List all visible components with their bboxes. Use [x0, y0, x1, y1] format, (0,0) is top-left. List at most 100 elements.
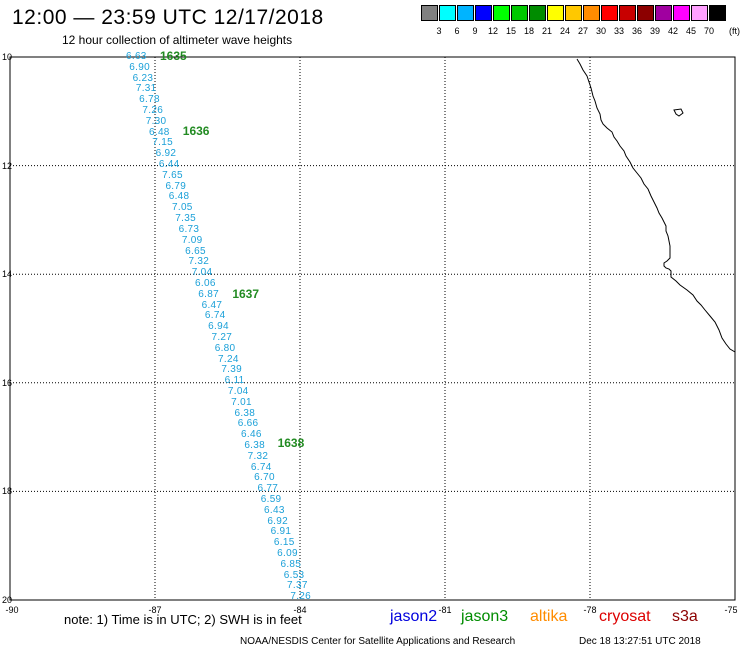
wave-height-value: 6.47 — [201, 299, 223, 311]
legend-label: 27 — [577, 26, 589, 36]
wave-height-value: 6.79 — [165, 180, 187, 192]
wave-height-value: 6.15 — [273, 537, 295, 549]
legend-swatch — [547, 5, 564, 21]
latitude-label: 10 — [2, 52, 13, 62]
map-subtitle: 12 hour collection of altimeter wave hei… — [62, 33, 293, 47]
legend-swatch — [601, 5, 618, 21]
footer-note: note: 1) Time is in UTC; 2) SWH is in fe… — [64, 612, 302, 627]
latitude-label: 20 — [2, 595, 13, 605]
wave-height-value: 6.59 — [260, 494, 282, 506]
longitude-label: -84 — [293, 605, 307, 615]
wave-height-value: 6.44 — [158, 159, 180, 171]
legend-label: 6 — [454, 26, 460, 36]
latitude-label: 14 — [2, 269, 13, 280]
satellite-name: s3a — [672, 608, 698, 625]
wave-height-value: 6.65 — [185, 245, 206, 257]
legend-swatch — [457, 5, 474, 21]
wave-height-value: 7.31 — [135, 83, 157, 95]
wave-height-value: 7.32 — [247, 450, 269, 462]
latitude-label: 16 — [2, 377, 13, 388]
wave-height-value: 7.30 — [145, 115, 167, 127]
credit-text: NOAA/NESDIS Center for Satellite Applica… — [240, 636, 516, 647]
wave-height-value: 6.77 — [257, 483, 279, 495]
longitude-label: -78 — [583, 605, 597, 615]
wave-height-value: 6.74 — [204, 310, 226, 322]
wave-height-value: 6.06 — [195, 277, 216, 289]
timestamp: Dec 18 13:27:51 UTC 2018 — [579, 636, 701, 647]
legend-label: 9 — [472, 26, 478, 36]
longitude-label: -90 — [5, 605, 19, 615]
satellite-name: jason2 — [390, 608, 438, 625]
wave-height-value: 7.05 — [172, 202, 193, 214]
legend-swatch — [529, 5, 546, 21]
wave-height-value: 6.85 — [280, 558, 302, 570]
longitude-label: -81 — [438, 605, 452, 615]
graticule — [10, 57, 735, 600]
wave-height-value: 7.24 — [218, 353, 239, 365]
legend-label: 70 — [703, 26, 715, 36]
wave-height-value: 7.26 — [290, 591, 311, 603]
map-title: 12:00 — 23:59 UTC 12/17/2018 — [12, 6, 324, 29]
legend-swatch — [421, 5, 438, 21]
wave-height-value: 6.11 — [224, 375, 245, 387]
wave-height-value: 6.63 — [126, 51, 147, 62]
satellite-name: cryosat — [599, 608, 651, 625]
coastline — [576, 58, 736, 353]
wave-height-value: 6.70 — [254, 472, 275, 484]
wave-height-value: 7.04 — [227, 385, 249, 397]
legend-label: 21 — [541, 26, 553, 36]
wave-height-value: 6.92 — [155, 148, 177, 160]
legend-unit: (ft) — [729, 26, 740, 36]
legend-label: 39 — [649, 26, 661, 36]
legend-label: 24 — [559, 26, 571, 36]
legend-label: 3 — [436, 26, 442, 36]
wave-height-value: 7.15 — [152, 137, 173, 149]
legend-label: 45 — [685, 26, 697, 36]
wave-height-value: 7.37 — [287, 580, 308, 592]
pass-time-label: 1637 — [232, 286, 260, 301]
wave-height-value: 6.74 — [250, 461, 272, 473]
wave-height-value: 7.27 — [211, 331, 233, 343]
wave-height-value: 6.90 — [129, 61, 150, 73]
map-frame — [9, 56, 736, 601]
legend-swatch — [691, 5, 708, 21]
wave-height-value: 6.73 — [178, 223, 200, 235]
pass-time-label: 1635 — [160, 49, 187, 63]
wave-height-value: 7.09 — [181, 234, 203, 246]
satellite-name: altika — [530, 608, 568, 625]
wave-height-value: 6.80 — [214, 342, 236, 354]
legend-swatch — [655, 5, 672, 21]
legend-label: 42 — [667, 26, 679, 36]
wave-height-value: 6.46 — [241, 429, 262, 441]
wave-height-value: 7.04 — [191, 267, 213, 279]
legend-label: 36 — [631, 26, 643, 36]
legend-swatch — [583, 5, 600, 21]
wave-height-value: 6.91 — [270, 526, 292, 538]
wave-height-value: 6.78 — [139, 94, 160, 106]
wave-height-value: 6.48 — [149, 126, 170, 138]
wave-height-value: 6.09 — [277, 548, 298, 560]
legend-swatch — [439, 5, 456, 21]
longitude-label: -75 — [724, 605, 738, 615]
legend-swatch — [673, 5, 690, 21]
legend-swatch — [493, 5, 510, 21]
wave-height-value: 7.39 — [221, 364, 242, 376]
wave-height-value: 7.26 — [142, 105, 164, 117]
latitude-label: 12 — [2, 160, 13, 171]
satellite-name: jason3 — [461, 608, 509, 625]
legend-swatch — [637, 5, 654, 21]
wave-height-value: 6.38 — [244, 440, 265, 451]
wave-height-value: 6.38 — [234, 407, 256, 419]
legend-label: 12 — [487, 26, 499, 36]
wave-height-value: 6.92 — [267, 515, 288, 527]
wave-height-value: 7.65 — [162, 169, 183, 181]
wave-height-value: 6.94 — [208, 321, 229, 333]
wave-height-value: 6.53 — [283, 569, 305, 581]
legend-swatch — [475, 5, 492, 21]
legend-swatch — [619, 5, 636, 21]
wave-height-value: 6.48 — [168, 191, 190, 203]
legend-label: 15 — [505, 26, 517, 36]
wave-height-value: 6.43 — [264, 504, 285, 516]
legend-label: 33 — [613, 26, 625, 36]
